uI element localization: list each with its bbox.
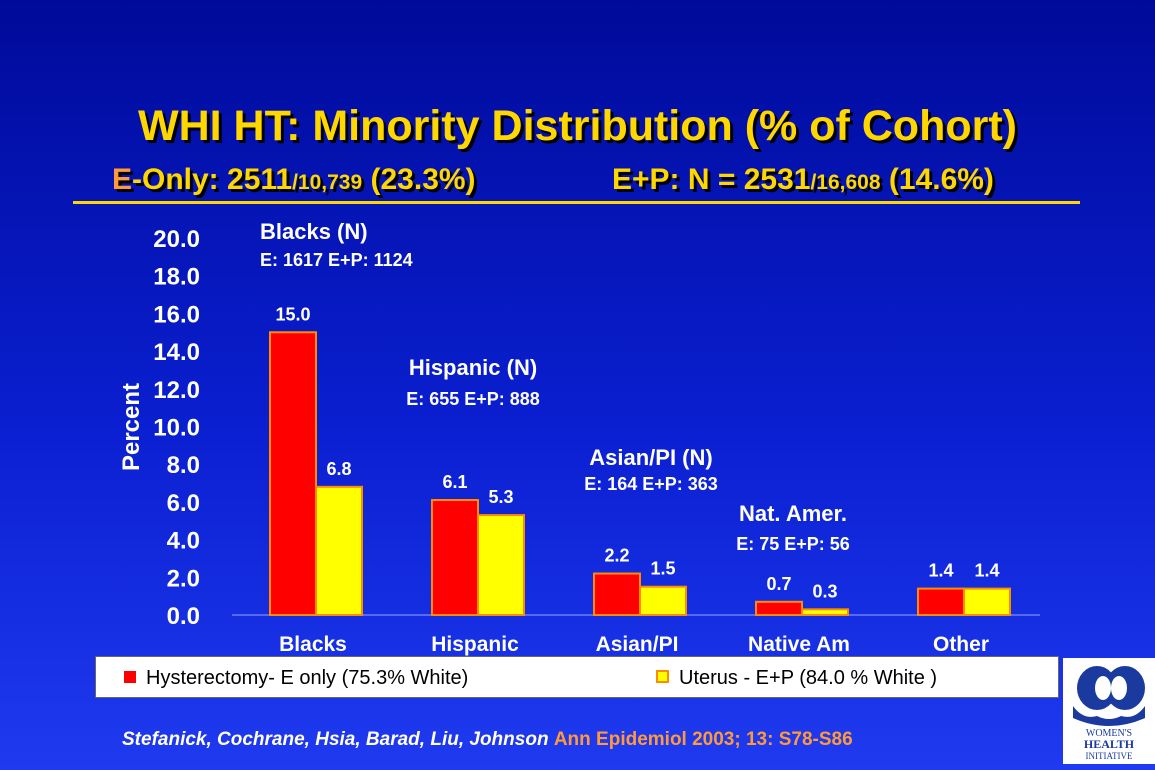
bar	[755, 600, 803, 616]
title-underline	[73, 201, 1080, 204]
subtitle-ep-label: E+P: N = 2531	[612, 163, 811, 196]
data-label: 0.7	[766, 574, 791, 594]
annotation-title: Asian/PI (N)	[589, 445, 712, 470]
y-tick-label: 12.0	[153, 377, 200, 404]
bar	[963, 587, 1011, 616]
y-tick-label: 16.0	[153, 301, 200, 328]
legend-item-e-only: Hysterectomy- E only (75.3% White)	[124, 667, 468, 690]
data-label: 1.4	[974, 561, 999, 581]
subtitle-e-pct: (23.3%)	[362, 163, 476, 196]
annotation-title: Hispanic (N)	[409, 355, 537, 380]
legend-swatch-e-p	[656, 670, 669, 684]
y-tick-label: 14.0	[153, 339, 200, 366]
y-tick-label: 0.0	[167, 603, 200, 630]
data-label: 0.3	[812, 581, 837, 601]
y-tick-label: 20.0	[153, 226, 200, 253]
y-tick-label: 10.0	[153, 415, 200, 442]
annotation-detail: E: 655 E+P: 888	[406, 389, 540, 409]
data-label: 6.1	[442, 472, 467, 492]
logo-line1: WOMEN'S	[1086, 728, 1132, 739]
x-tick-label: Other	[933, 633, 989, 656]
data-label: 6.8	[326, 459, 351, 479]
x-tick-label: Hispanic	[431, 633, 519, 656]
bar	[917, 587, 965, 616]
whi-logo: WOMEN'S HEALTH INITIATIVE	[1063, 658, 1155, 764]
subtitle-e-p: E+P: N = 2531/16,608 (14.6%)	[612, 163, 994, 197]
subtitle-ep-total: /16,608	[810, 171, 881, 194]
y-tick-label: 8.0	[167, 452, 200, 479]
footer-citation: Ann Epidemiol 2003; 13: S78-S86	[553, 729, 853, 750]
citation-footer: Stefanick, Cochrane, Hsia, Barad, Liu, J…	[122, 729, 853, 751]
data-label: 15.0	[275, 304, 310, 324]
x-tick-label: Blacks	[279, 633, 347, 656]
data-label: 1.5	[650, 559, 675, 579]
legend-label-e-only: Hysterectomy- E only (75.3% White)	[146, 667, 469, 689]
legend: Hysterectomy- E only (75.3% White) Uteru…	[95, 656, 1059, 698]
annotation-detail: E: 164 E+P: 363	[584, 474, 718, 494]
data-label: 5.3	[488, 487, 513, 507]
legend-item-e-p: Uterus - E+P (84.0 % White )	[656, 667, 937, 690]
bar	[269, 331, 317, 616]
annotation-title: Blacks (N)	[260, 219, 368, 244]
footer-authors: Stefanick, Cochrane, Hsia, Barad, Liu, J…	[122, 729, 549, 750]
annotation-detail: E: 75 E+P: 56	[736, 534, 850, 554]
legend-swatch-e-only	[124, 670, 136, 683]
bar	[477, 514, 525, 616]
slide-title: WHI HT: Minority Distribution (% of Coho…	[138, 102, 1017, 150]
annotation-detail: E: 1617 E+P: 1124	[260, 250, 413, 270]
logo-heads-icon	[1073, 666, 1145, 726]
y-tick-label: 4.0	[167, 528, 200, 555]
x-tick-label: Asian/PI	[596, 633, 679, 656]
subtitle-e-only: E-Only: 2511/10,739 (23.3%)	[112, 163, 476, 197]
y-tick-label: 6.0	[167, 490, 200, 517]
data-label: 1.4	[928, 561, 953, 581]
subtitle-ep-pct: (14.6%)	[880, 163, 994, 196]
y-tick-label: 2.0	[167, 565, 200, 592]
subtitle-e-label: -Only: 2511	[132, 163, 293, 196]
bar	[593, 572, 641, 617]
bar	[801, 608, 849, 616]
bar	[315, 485, 363, 616]
legend-label-e-p: Uterus - E+P (84.0 % White )	[679, 667, 938, 689]
data-label: 2.2	[604, 546, 629, 566]
x-tick-label: Native Am	[748, 633, 850, 656]
y-axis-label: Percent	[118, 383, 145, 471]
annotation-title: Nat. Amer.	[739, 501, 847, 526]
subtitle-e-total: /10,739	[292, 171, 363, 194]
subtitle-e-prefix: E	[112, 163, 133, 196]
bar	[639, 585, 687, 616]
bar	[431, 499, 479, 617]
logo-line3: INITIATIVE	[1086, 751, 1133, 761]
logo-line2: HEALTH	[1084, 737, 1135, 751]
y-tick-label: 18.0	[153, 264, 200, 291]
